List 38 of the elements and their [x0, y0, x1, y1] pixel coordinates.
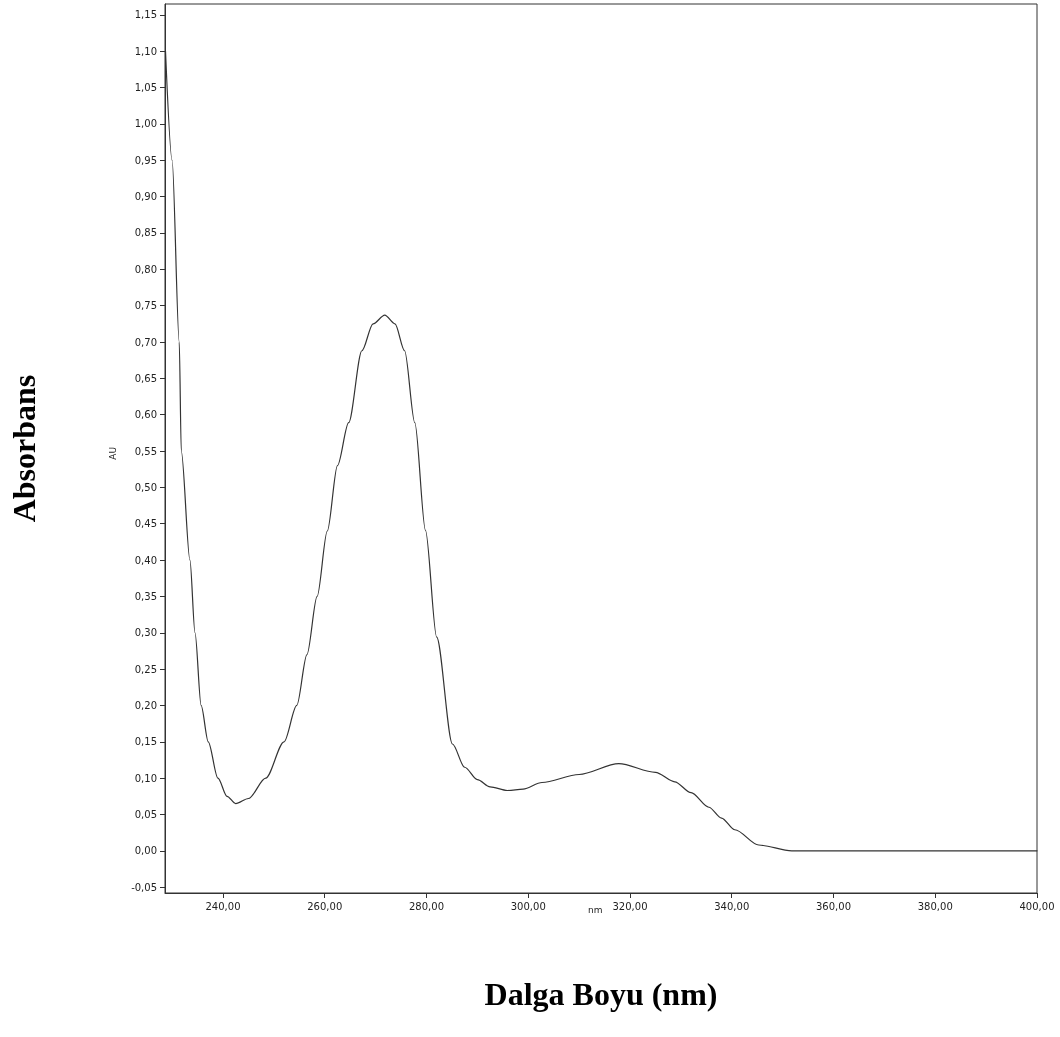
x-tick-label: 240,00 [205, 900, 241, 912]
y-tick-label: 1,15 [134, 9, 157, 21]
x-axis-title: Dalga Boyu (nm) [484, 976, 718, 1012]
y-tick-label: 1,00 [134, 118, 157, 130]
y-tick-label: 0,30 [134, 627, 157, 639]
y-tick-label: 0,40 [134, 554, 157, 566]
x-tick-label: 280,00 [409, 900, 444, 912]
y-tick-label: 0,45 [134, 518, 157, 530]
text: nm [588, 904, 603, 915]
y-tick-label: 0,00 [134, 845, 157, 857]
x-tick-label: 380,00 [917, 900, 953, 912]
x-tick-label: 300,00 [510, 900, 546, 912]
y-tick-label: 0,85 [134, 227, 157, 239]
y-tick-label: 0,20 [134, 699, 157, 711]
y-tick-label: 0,65 [134, 372, 157, 384]
text: AU [107, 446, 118, 460]
x-tick-label: 400,00 [1019, 900, 1055, 912]
x-tick-label: 320,00 [612, 900, 648, 912]
y-axis-title: Absorbans [6, 374, 42, 523]
y-tick-label: 0,60 [134, 409, 157, 421]
x-tick-label: 360,00 [816, 900, 851, 912]
y-tick-label: 1,10 [134, 45, 157, 57]
y-tick-label: 0,50 [134, 481, 157, 493]
y-tick-label: 1,05 [134, 82, 157, 94]
y-tick-label: 0,25 [134, 663, 157, 675]
y-tick-label: 0,90 [134, 191, 157, 203]
y-tick-label: 0,70 [134, 336, 157, 348]
y-tick-label: 0,10 [134, 772, 157, 784]
x-tick-label: 340,00 [714, 900, 750, 912]
x-tick-label: 260,00 [307, 900, 343, 912]
y-tick-label: 0,75 [134, 300, 157, 312]
y-tick-label: -0,05 [131, 881, 157, 893]
y-tick-label: 0,35 [134, 590, 157, 602]
y-tick-label: 0,55 [134, 445, 157, 457]
y-tick-label: 0,05 [134, 808, 157, 820]
y-tick-label: 0,95 [134, 154, 157, 166]
y-tick-label: 0,15 [134, 736, 157, 748]
y-tick-label: 0,80 [134, 263, 157, 275]
